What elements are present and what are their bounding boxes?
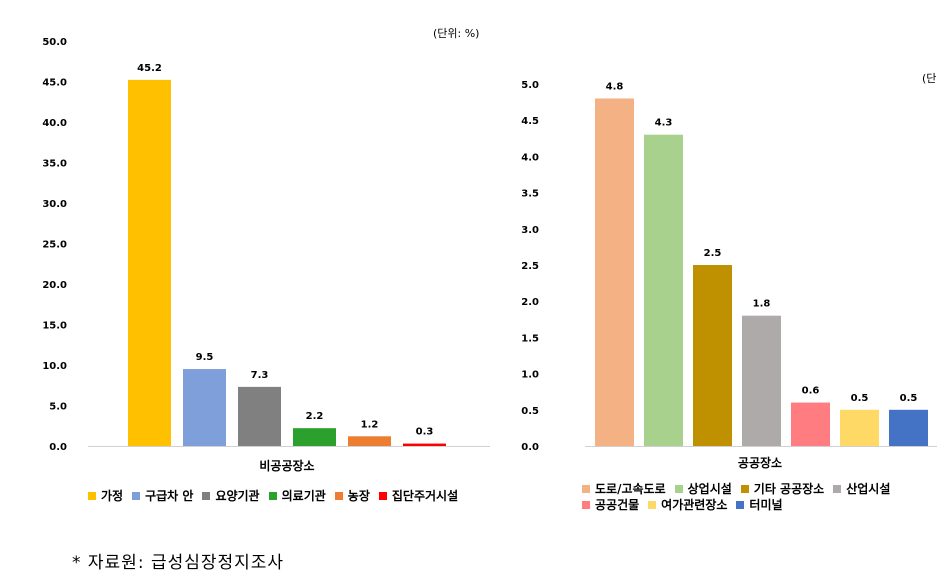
nonpublic-y-tick-label: 10.0	[42, 361, 67, 372]
public-bar	[742, 315, 781, 446]
public-legend-item: 산업시설	[833, 481, 890, 497]
public-legend-item: 터미널	[736, 497, 783, 513]
nonpublic-legend-label: 집단주거시설	[391, 489, 459, 503]
public-bar	[791, 402, 830, 446]
public-legend-swatch	[582, 501, 590, 509]
public-x-axis-title: 공공장소	[738, 456, 782, 470]
legend-nonpublic: 가정 구급차 안 요양기관 의료기관 농장 집단주거시설	[88, 488, 508, 504]
public-y-tick-label: 3.0	[521, 225, 539, 236]
nonpublic-data-label: 2.2	[306, 411, 324, 422]
nonpublic-bar	[183, 369, 226, 446]
public-data-label: 2.5	[704, 248, 722, 259]
public-legend-swatch	[674, 485, 683, 493]
nonpublic-legend-label: 의료기관	[281, 489, 326, 503]
public-bar	[644, 134, 683, 446]
public-data-label: 0.5	[851, 393, 869, 404]
nonpublic-y-tick-label: 20.0	[42, 280, 67, 291]
nonpublic-y-tick-label: 5.0	[49, 402, 67, 413]
public-legend-item: 공공건물	[582, 497, 639, 513]
nonpublic-bar	[293, 428, 336, 446]
public-data-label: 0.5	[900, 393, 918, 404]
nonpublic-legend-swatch	[132, 492, 141, 500]
public-y-tick-label: 2.5	[521, 261, 539, 272]
public-y-tick-label: 4.0	[521, 152, 539, 163]
nonpublic-y-tick-label: 15.0	[42, 321, 67, 332]
nonpublic-data-label: 9.5	[196, 352, 214, 363]
nonpublic-bar	[128, 79, 171, 446]
public-y-tick-label: 1.5	[521, 333, 539, 344]
public-legend-label: 터미널	[749, 498, 783, 512]
public-bar	[840, 409, 879, 446]
public-y-tick-label: 3.5	[521, 189, 539, 200]
public-legend-label: 여가관련장소	[661, 498, 728, 512]
nonpublic-x-axis-title: 비공공장소	[259, 458, 314, 473]
public-data-label: 0.6	[802, 386, 820, 397]
nonpublic-data-label: 0.3	[416, 427, 434, 438]
public-y-tick-label: 0.5	[521, 406, 539, 417]
nonpublic-legend-label: 요양기관	[215, 489, 260, 503]
nonpublic-bar	[348, 436, 391, 446]
nonpublic-data-label: 45.2	[137, 63, 162, 74]
nonpublic-legend-label: 가정	[101, 489, 124, 503]
public-y-tick-label: 4.5	[521, 116, 539, 127]
public-y-tick-label: 0.0	[521, 442, 539, 453]
nonpublic-legend-label: 농장	[347, 489, 370, 503]
public-legend-item: 여가관련장소	[648, 497, 727, 513]
nonpublic-y-tick-label: 30.0	[42, 199, 67, 210]
public-legend-item: 도로/고속도로	[582, 481, 666, 497]
public-bar	[693, 265, 732, 446]
nonpublic-legend-swatch	[378, 492, 387, 500]
nonpublic-data-label: 7.3	[251, 370, 269, 381]
nonpublic-legend-item: 요양기관	[202, 488, 260, 504]
nonpublic-legend-item: 가정	[88, 488, 123, 504]
public-y-tick-label: 5.0	[521, 80, 539, 91]
public-bar	[595, 98, 634, 446]
public-legend-item: 상업시설	[674, 481, 732, 497]
nonpublic-y-tick-label: 45.0	[42, 78, 67, 89]
public-legend-swatch	[833, 485, 842, 493]
public-data-label: 4.3	[655, 118, 673, 129]
nonpublic-y-tick-label: 50.0	[42, 37, 67, 48]
public-y-tick-label: 2.0	[521, 297, 539, 308]
nonpublic-unit-label: (단위: %)	[433, 27, 479, 40]
public-legend-label: 상업시설	[687, 482, 732, 496]
nonpublic-legend-item: 구급차 안	[132, 488, 193, 504]
public-legend-label: 산업시설	[846, 482, 891, 496]
public-legend-swatch	[740, 485, 749, 493]
public-data-label: 1.8	[753, 299, 771, 310]
nonpublic-y-tick-label: 0.0	[49, 442, 67, 453]
nonpublic-bar	[238, 386, 281, 446]
public-legend-label: 도로/고속도로	[595, 482, 666, 496]
nonpublic-legend-label: 구급차 안	[145, 489, 194, 503]
source-note: * 자료원: 급성심장정지조사	[72, 553, 285, 573]
public-legend-swatch	[736, 501, 745, 509]
public-legend-item: 기타 공공장소	[740, 481, 825, 497]
public-legend-label: 기타 공공장소	[753, 482, 825, 496]
nonpublic-bar	[403, 443, 446, 446]
public-legend-swatch	[582, 485, 590, 493]
nonpublic-y-tick-label: 35.0	[42, 159, 67, 170]
nonpublic-y-tick-label: 25.0	[42, 240, 67, 251]
nonpublic-data-label: 1.2	[361, 419, 379, 430]
nonpublic-legend-swatch	[334, 492, 343, 500]
public-unit-label: (단	[922, 72, 936, 85]
public-y-tick-label: 1.0	[521, 370, 539, 381]
public-bar	[889, 409, 928, 446]
nonpublic-legend-swatch	[202, 492, 211, 500]
nonpublic-legend-swatch	[268, 492, 277, 500]
nonpublic-legend-item: 의료기관	[268, 488, 326, 504]
public-data-label: 4.8	[606, 81, 624, 92]
nonpublic-legend-swatch	[88, 492, 96, 500]
nonpublic-y-tick-label: 40.0	[42, 118, 67, 129]
nonpublic-legend-item: 농장	[334, 488, 370, 504]
public-legend-label: 공공건물	[595, 498, 640, 512]
public-legend-swatch	[648, 501, 657, 509]
nonpublic-legend-item: 집단주거시설	[378, 488, 459, 504]
